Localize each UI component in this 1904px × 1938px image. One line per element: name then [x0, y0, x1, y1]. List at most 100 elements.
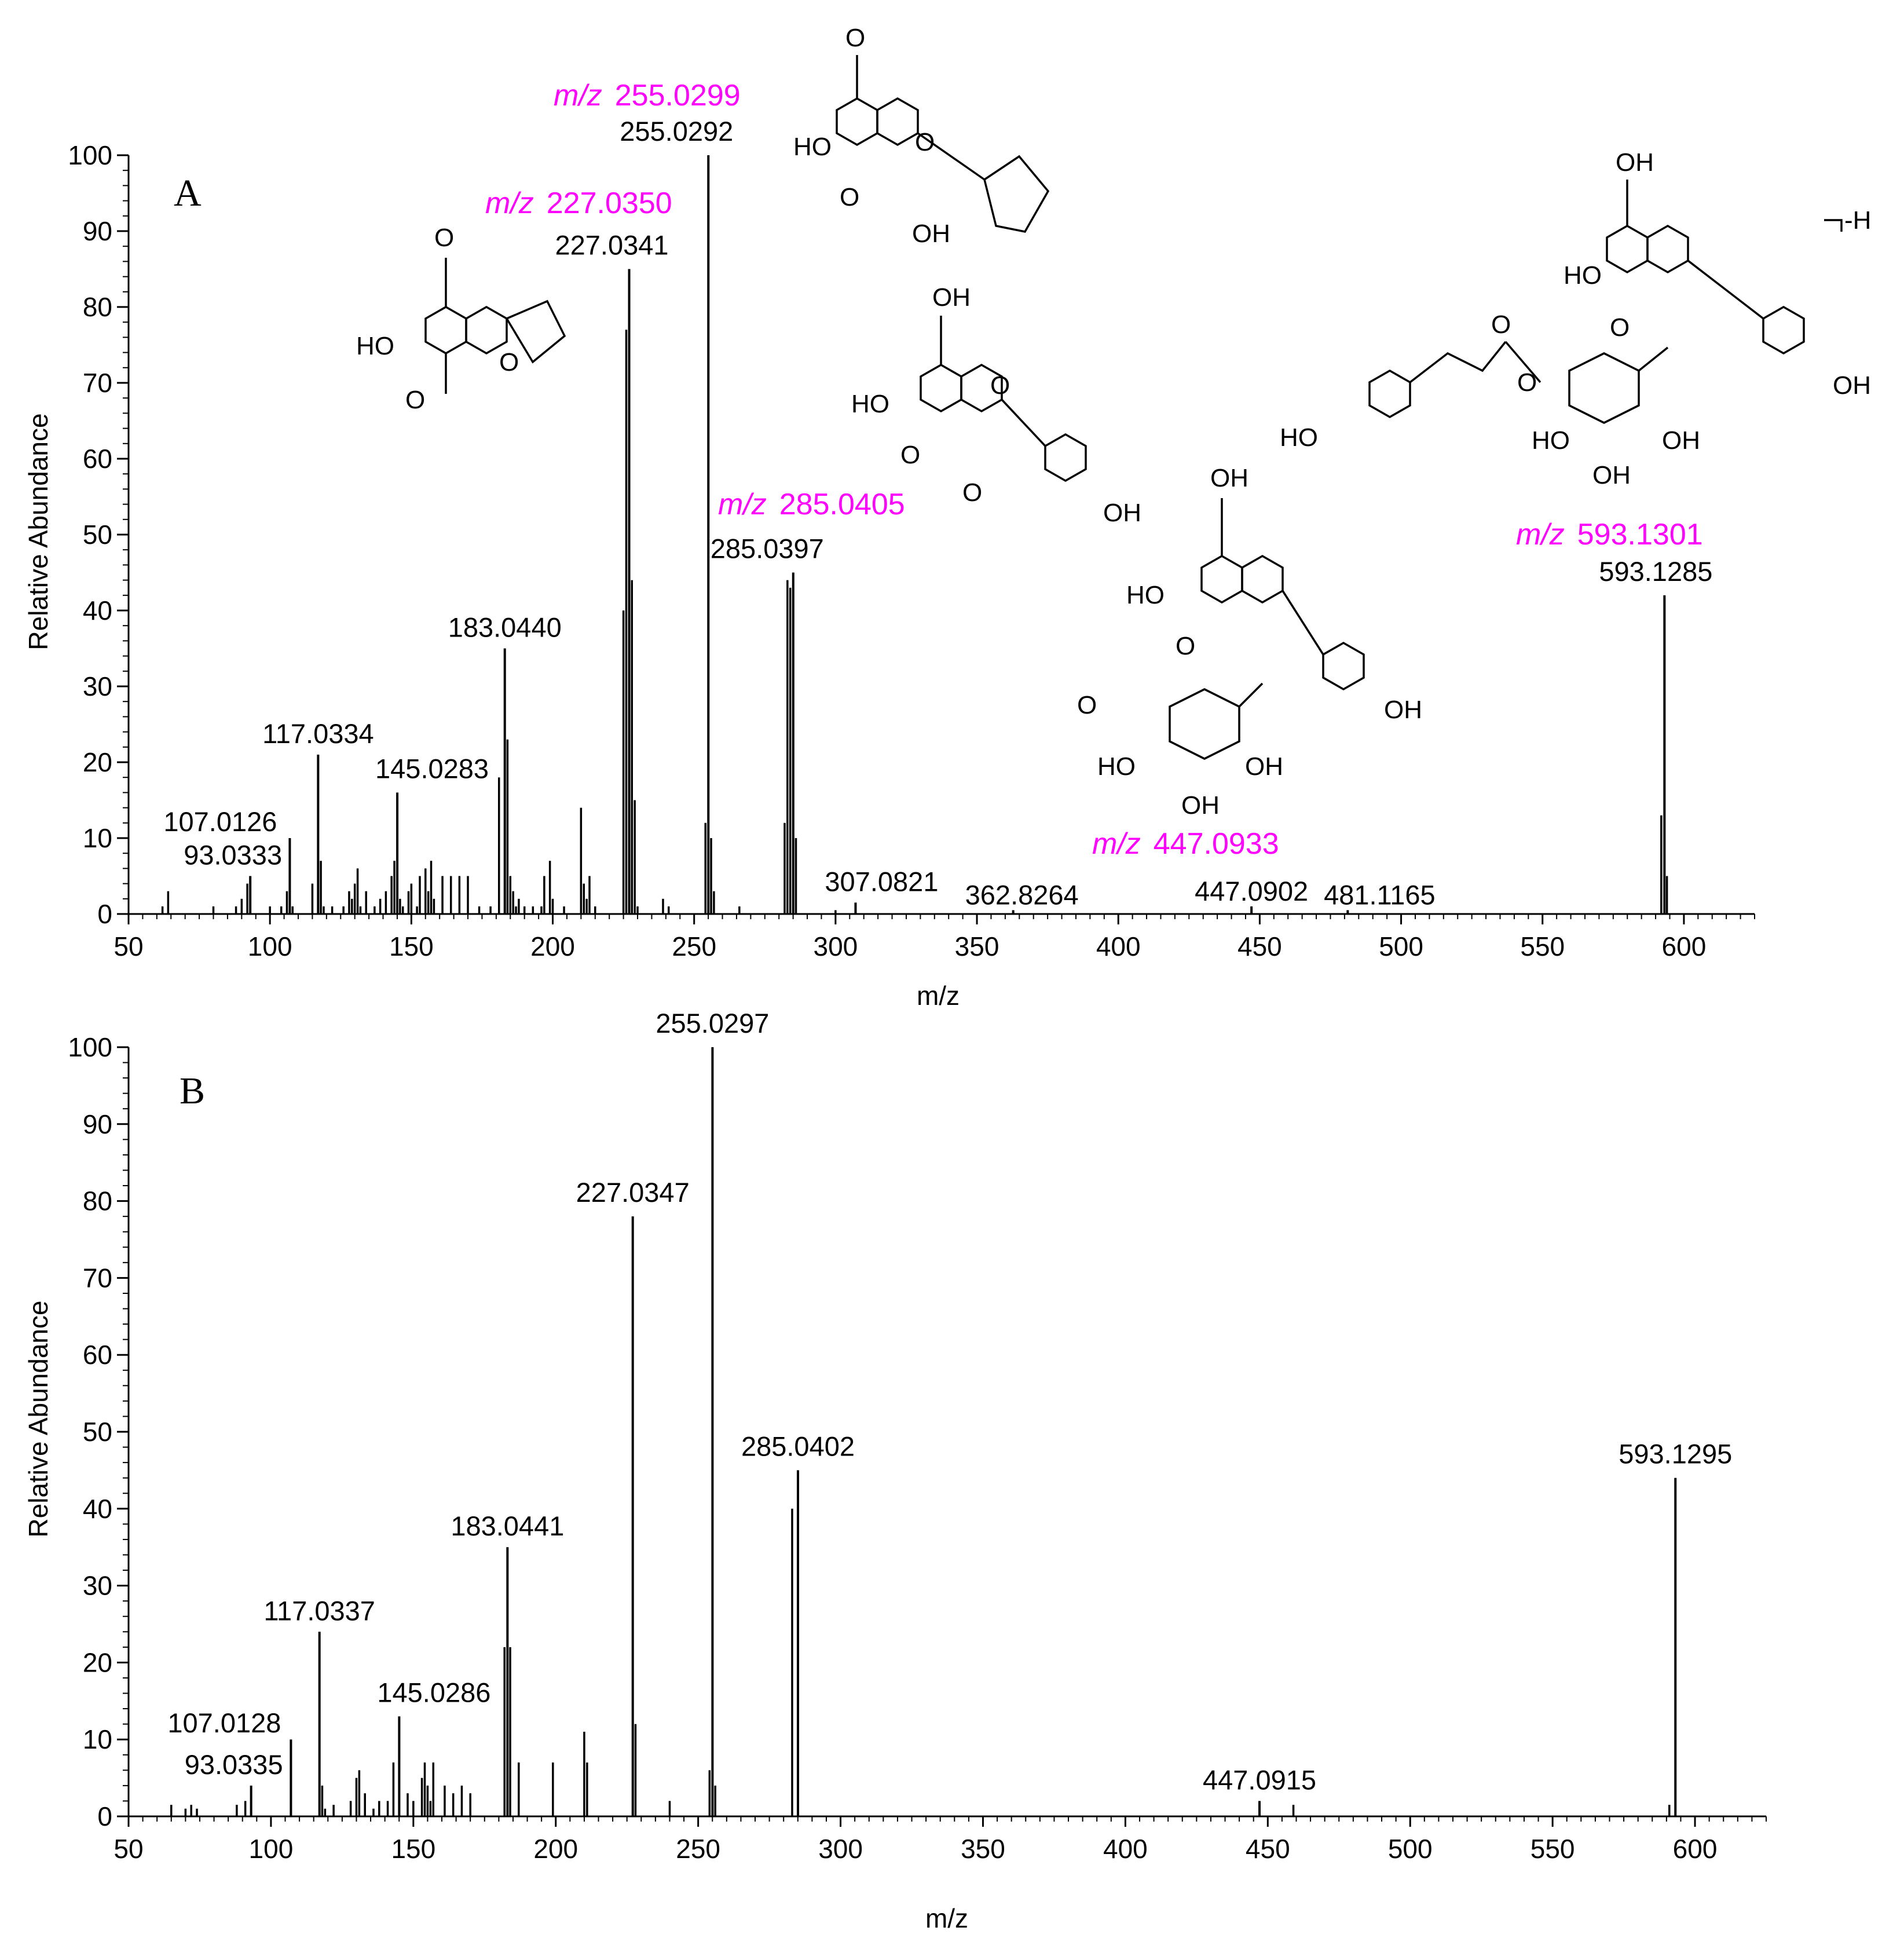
structure-precursor: OH HO O O O HO HO OH OH OH -H [1280, 148, 1871, 489]
y-tick-label: 30 [83, 1571, 112, 1601]
peak-label: 447.0902 [1195, 876, 1308, 906]
y-tick-label: 80 [83, 292, 112, 322]
svg-text:O: O [845, 24, 865, 52]
svg-text:OH: OH [1245, 752, 1283, 781]
panel-b: B Relative Abundance m/z 0 10 20 30 40 50 60 70… [23, 1008, 1767, 1933]
svg-text:HO: HO [1280, 423, 1318, 452]
peak-label: 145.0283 [375, 753, 489, 784]
peak-label: 93.0333 [184, 840, 282, 871]
panel-b-x-axis-title: m/z [925, 1903, 968, 1933]
panel-a-y-axis-title: Relative Abundance [23, 413, 53, 650]
panel-b-axes: 0 10 20 30 40 50 60 70 80 90 100 50 100 150 200 250 300 3… [68, 1032, 1767, 1864]
peak-label: 285.0397 [711, 533, 824, 564]
structure-ion-285: OH HO O O O OH [851, 283, 1141, 527]
x-tick-label: 600 [1662, 931, 1707, 961]
pred-label-447: m/z 447.0933 [1092, 827, 1279, 861]
peak-label: 107.0128 [167, 1707, 281, 1738]
svg-text:HO: HO [1532, 426, 1570, 455]
peak-label: 227.0347 [576, 1177, 690, 1208]
svg-text:O: O [915, 128, 935, 156]
svg-text:O: O [405, 386, 425, 414]
peak-label: 93.0335 [185, 1749, 283, 1780]
peak-label: 362.8264 [965, 879, 1079, 910]
peak-label: 285.0402 [741, 1431, 855, 1461]
svg-text:OH: OH [1616, 148, 1654, 177]
panel-b-peaks [170, 1047, 1677, 1816]
x-tick-label: 250 [672, 931, 716, 961]
x-tick-label: 350 [955, 931, 999, 961]
svg-text:O: O [840, 183, 859, 211]
y-tick-label: 50 [83, 1417, 112, 1447]
svg-text:HO: HO [793, 133, 832, 161]
svg-text:HO: HO [1097, 752, 1136, 781]
x-tick-label: 300 [813, 931, 858, 961]
x-tick-label: 150 [389, 931, 434, 961]
panel-a-axes: 0 10 20 30 40 50 60 70 80 90 100 50 100 150 200 250 300 3… [68, 140, 1755, 961]
y-tick-label: 60 [83, 1340, 112, 1370]
y-tick-label: 90 [83, 216, 112, 246]
svg-text:OH: OH [1662, 426, 1700, 455]
x-tick-label: 100 [249, 1834, 294, 1864]
peak-label: 255.0292 [620, 116, 733, 147]
structure-ion-447: OH HO O O HO OH OH OH [1077, 464, 1422, 820]
structure-ion-255: O HO O OH O [793, 24, 1050, 248]
peak-label: 183.0441 [451, 1511, 564, 1541]
y-tick-label: 60 [83, 444, 112, 474]
peak-label: 145.0286 [377, 1677, 490, 1707]
svg-text:OH: OH [1103, 499, 1141, 527]
peak-label: 307.0821 [825, 866, 938, 897]
adduct-label: -H [1844, 206, 1871, 235]
peak-label: 107.0126 [163, 806, 277, 837]
y-tick-label: 20 [83, 747, 112, 777]
x-tick-label: 550 [1530, 1834, 1575, 1864]
x-tick-label: 450 [1237, 931, 1282, 961]
panel-a-peaks [161, 155, 1668, 914]
peak-label: 117.0337 [263, 1595, 375, 1626]
x-tick-label: 200 [533, 1834, 578, 1864]
pred-label-285: m/z 285.0405 [718, 488, 905, 521]
x-tick-label: 200 [530, 931, 575, 961]
x-tick-label: 100 [248, 931, 292, 961]
svg-text:O: O [900, 441, 920, 469]
peak-label: 117.0334 [262, 718, 374, 749]
y-tick-label: 90 [83, 1109, 112, 1139]
y-tick-label: 10 [83, 823, 112, 853]
y-tick-label: 100 [68, 1032, 112, 1062]
svg-text:O: O [499, 348, 519, 376]
x-tick-label: 500 [1379, 931, 1423, 961]
svg-text:O: O [962, 478, 982, 507]
svg-text:O: O [990, 371, 1010, 400]
panel-b-y-axis-title: Relative Abundance [23, 1300, 53, 1537]
panel-a: A Relative Abundance m/z 0 10 20 30 40 50 60 70… [23, 24, 1871, 1011]
peak-label: 481.1165 [1324, 879, 1436, 910]
svg-text:OH: OH [912, 220, 950, 248]
svg-text:OH: OH [932, 283, 971, 312]
peak-label: 255.0297 [656, 1008, 769, 1039]
svg-text:HO: HO [851, 390, 889, 418]
svg-text:O: O [434, 224, 454, 252]
y-tick-label: 0 [97, 899, 112, 929]
svg-text:O: O [1491, 310, 1511, 339]
svg-text:O: O [1077, 691, 1097, 719]
svg-text:O: O [1517, 368, 1537, 397]
y-tick-label: 10 [83, 1724, 112, 1754]
x-tick-label: 600 [1673, 1834, 1718, 1864]
peak-label: 447.0915 [1203, 1764, 1316, 1795]
svg-text:HO: HO [1126, 581, 1165, 609]
x-tick-label: 250 [676, 1834, 720, 1864]
x-tick-label: 350 [961, 1834, 1005, 1864]
panel-a-letter: A [174, 172, 202, 214]
x-tick-label: 400 [1103, 1834, 1148, 1864]
x-tick-label: 150 [391, 1834, 435, 1864]
svg-text:HO: HO [1564, 261, 1602, 290]
svg-text:OH: OH [1210, 464, 1248, 492]
svg-text:OH: OH [1833, 371, 1871, 400]
pred-label-227: m/z 227.0350 [485, 187, 672, 220]
y-tick-label: 0 [97, 1801, 112, 1831]
peak-label: 593.1295 [1619, 1439, 1732, 1469]
y-tick-label: 70 [83, 1263, 112, 1293]
panel-a-x-axis-title: m/z [917, 981, 960, 1011]
x-tick-label: 450 [1246, 1834, 1290, 1864]
y-tick-label: 40 [83, 1494, 112, 1524]
